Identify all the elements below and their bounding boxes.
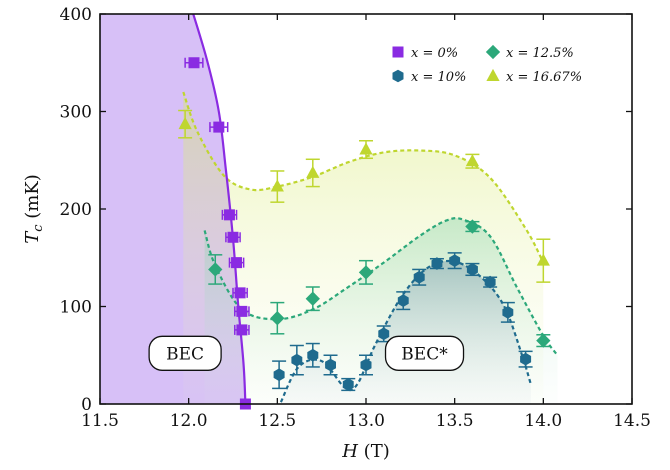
- marker-triangle: [270, 179, 284, 192]
- marker-square: [223, 209, 235, 221]
- y-tick-label: 100: [60, 298, 92, 318]
- region-labels: BEC BEC*: [148, 335, 465, 371]
- marker-triangle: [486, 68, 500, 81]
- region-fills: [100, 14, 558, 404]
- y-axis-sub: c: [31, 224, 46, 232]
- series-triangle: [178, 109, 551, 283]
- x-tick-label: 14.0: [524, 411, 562, 431]
- marker-hexagon: [273, 368, 285, 382]
- y-axis-unit: (mK): [22, 174, 43, 224]
- y-axis-title: Tc (mK): [22, 174, 46, 244]
- marker-hexagon: [520, 352, 532, 366]
- fit-curve-triangle: [182, 91, 545, 264]
- series-hexagon: [272, 252, 533, 392]
- marker-square: [213, 121, 225, 133]
- y-tick-label: 400: [60, 5, 92, 25]
- marker-diamond: [270, 311, 285, 326]
- marker-triangle: [178, 117, 192, 130]
- marker-hexagon: [397, 294, 409, 307]
- legend-label: x = 10%: [411, 70, 466, 85]
- marker-hexagon: [360, 358, 372, 372]
- marker-triangle: [359, 142, 373, 155]
- region-box: [148, 335, 222, 371]
- y-axis-ticks: 0 100 200 300 400: [60, 5, 632, 415]
- x-axis-var: H: [341, 441, 358, 462]
- marker-diamond: [485, 44, 501, 60]
- x-axis-ticks: 11.5 12.0 12.5 13.0 13.5 14.0 14.5: [81, 14, 651, 431]
- marker-hexagon: [431, 257, 443, 270]
- x-tick-label: 13.5: [436, 411, 474, 431]
- data-points: [178, 57, 551, 410]
- x-tick-label: 12.5: [258, 411, 296, 431]
- region-label: BEC*: [401, 344, 448, 364]
- x-tick-label: 12.0: [170, 411, 208, 431]
- marker-square: [188, 57, 200, 69]
- marker-hexagon: [342, 378, 354, 391]
- region-fill-hexagon: [280, 261, 531, 404]
- x-axis-unit: (T): [358, 441, 390, 462]
- marker-hexagon: [307, 348, 319, 362]
- y-tick-label: 0: [81, 395, 92, 415]
- marker-diamond: [305, 291, 320, 306]
- y-tick-label: 300: [60, 103, 92, 123]
- marker-diamond: [358, 265, 374, 280]
- bec-boundary-line: [192, 14, 247, 404]
- marker-hexagon: [325, 358, 336, 372]
- marker-square: [234, 287, 246, 299]
- x-tick-label: 11.5: [81, 411, 119, 431]
- marker-hexagon: [449, 254, 461, 267]
- legend-label: x = 16.67%: [506, 70, 582, 85]
- marker-hexagon: [392, 69, 404, 83]
- legend-label: x = 0%: [411, 46, 458, 61]
- marker-hexagon: [484, 275, 496, 289]
- marker-hexagon: [378, 327, 390, 341]
- x-tick-label: 14.5: [613, 411, 651, 431]
- x-tick-label: 13.0: [347, 411, 385, 431]
- marker-triangle: [465, 154, 479, 167]
- marker-diamond: [208, 262, 223, 277]
- region-label: BEC: [166, 344, 204, 364]
- marker-square: [236, 324, 248, 336]
- y-axis-var: T: [22, 230, 43, 244]
- legend-label: x = 12.5%: [506, 46, 574, 61]
- series-square: [184, 57, 251, 410]
- region-box: [384, 335, 465, 371]
- marker-square: [392, 46, 404, 58]
- y-tick-label: 200: [60, 200, 92, 220]
- marker-square: [227, 231, 239, 243]
- marker-hexagon: [502, 306, 514, 319]
- marker-hexagon: [466, 263, 478, 276]
- marker-diamond: [465, 219, 480, 234]
- legend: x = 0% x = 12.5% x = 10% x = 16.67%: [392, 44, 582, 85]
- marker-square: [236, 305, 248, 317]
- marker-hexagon: [291, 353, 303, 367]
- series-diamond: [208, 219, 551, 348]
- marker-triangle: [306, 165, 320, 178]
- marker-diamond: [536, 333, 551, 348]
- x-axis-title: H (T): [341, 441, 389, 462]
- marker-square: [231, 257, 243, 269]
- marker-triangle: [536, 253, 550, 266]
- marker-hexagon: [413, 270, 425, 284]
